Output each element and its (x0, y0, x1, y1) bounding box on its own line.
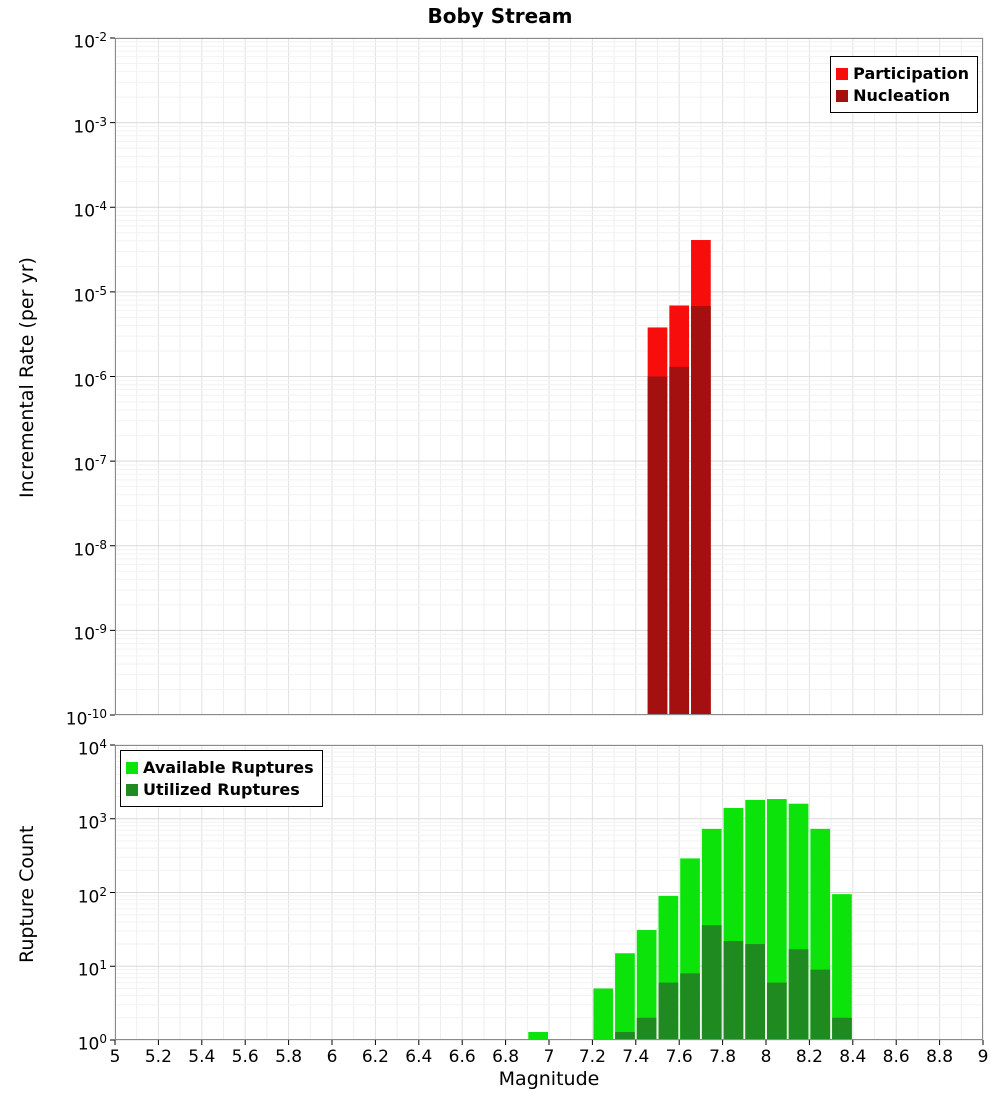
y-tick-label: 10-3 (73, 114, 107, 138)
rate-plot-area: Participation Nucleation (110, 37, 984, 716)
bar-utilized-ruptures (832, 1017, 852, 1040)
legend-swatch-nucleation (836, 89, 849, 102)
y-tick-label: 10-7 (73, 453, 107, 476)
bar-utilized-ruptures (810, 969, 831, 1040)
y-axis-label-count: Rupture Count (16, 825, 38, 964)
x-tick-label: 6.2 (361, 1047, 389, 1067)
bar-utilized-ruptures (636, 1017, 657, 1040)
y-tick-label: 103 (77, 810, 107, 834)
y-tick-label: 10-10 (65, 707, 107, 730)
x-tick-label: 7.2 (578, 1047, 606, 1067)
legend-item-participation: Participation (836, 64, 969, 83)
y-tick-label: 10-9 (73, 622, 107, 646)
bar-available-ruptures (615, 953, 635, 1040)
bar-nucleation (691, 306, 711, 715)
y-tick-label: 101 (77, 958, 107, 981)
bar-utilized-ruptures (788, 949, 809, 1040)
bar-utilized-ruptures (745, 944, 765, 1040)
legend-label-participation: Participation (853, 64, 969, 83)
legend-label-utilized-ruptures: Utilized Ruptures (143, 780, 300, 799)
legend-swatch-utilized-ruptures (126, 783, 138, 796)
bar-nucleation (647, 376, 668, 715)
bar-utilized-ruptures (658, 982, 679, 1040)
x-tick-label: 6.6 (448, 1047, 476, 1067)
x-tick-label: 7.6 (665, 1047, 693, 1067)
x-tick-label: 8 (760, 1047, 772, 1067)
y-tick-label: 10-4 (73, 199, 107, 222)
x-axis-label: Magnitude (498, 1068, 600, 1090)
legend-swatch-participation (836, 67, 849, 80)
y-tick-label: 10-8 (73, 537, 107, 561)
legend-item-available-ruptures: Available Ruptures (126, 758, 314, 777)
count-legend: Available Ruptures Utilized Ruptures (120, 750, 323, 807)
bar-utilized-ruptures (723, 940, 744, 1040)
x-tick-label: 5.4 (188, 1047, 216, 1067)
legend-label-available-ruptures: Available Ruptures (143, 758, 314, 777)
x-tick-label: 6.8 (492, 1047, 520, 1067)
x-tick-label: 9 (977, 1047, 989, 1067)
bar-nucleation (669, 366, 690, 715)
x-tick-label: 8.2 (795, 1047, 823, 1067)
x-tick-label: 6 (326, 1047, 338, 1067)
bar-available-ruptures (593, 988, 614, 1040)
legend-item-nucleation: Nucleation (836, 86, 969, 105)
bar-utilized-ruptures (680, 973, 700, 1040)
chart-canvas (110, 744, 984, 1045)
y-tick-label: 10-6 (73, 368, 107, 392)
bar-utilized-ruptures (701, 925, 722, 1040)
bar-available-ruptures (528, 1032, 548, 1040)
legend-label-nucleation: Nucleation (853, 86, 951, 105)
bar-available-ruptures (636, 930, 657, 1040)
x-tick-label: 7.8 (709, 1047, 737, 1067)
y-tick-label: 10-2 (73, 30, 107, 53)
count-plot-area: Available Ruptures Utilized Ruptures (110, 744, 984, 1045)
x-tick-label: 8.8 (926, 1047, 954, 1067)
plot-border (115, 38, 983, 715)
y-tick-label: 10-5 (73, 283, 107, 307)
plot-border (115, 745, 983, 1040)
chart-title: Boby Stream (427, 4, 573, 28)
x-tick-label: 7 (543, 1047, 555, 1067)
x-tick-label: 5.6 (231, 1047, 259, 1067)
y-tick-label: 102 (77, 884, 107, 908)
x-tick-label: 5.2 (144, 1047, 172, 1067)
bar-utilized-ruptures (767, 982, 787, 1040)
chart-canvas (110, 37, 984, 716)
legend-swatch-available-ruptures (126, 761, 138, 774)
x-tick-label: 7.4 (622, 1047, 650, 1067)
x-tick-label: 6.4 (405, 1047, 433, 1067)
y-tick-label: 104 (77, 737, 107, 760)
x-tick-label: 5 (109, 1047, 121, 1067)
bar-available-ruptures (832, 894, 852, 1040)
y-axis-label-rate: Incremental Rate (per yr) (16, 257, 38, 498)
bar-utilized-ruptures (615, 1032, 635, 1040)
legend-item-utilized-ruptures: Utilized Ruptures (126, 780, 314, 799)
y-tick-label: 100 (77, 1032, 107, 1055)
x-tick-label: 5.8 (275, 1047, 303, 1067)
x-tick-label: 8.6 (882, 1047, 910, 1067)
rate-legend: Participation Nucleation (830, 56, 978, 113)
bar-available-ruptures (767, 799, 787, 1040)
x-tick-label: 8.4 (839, 1047, 867, 1067)
